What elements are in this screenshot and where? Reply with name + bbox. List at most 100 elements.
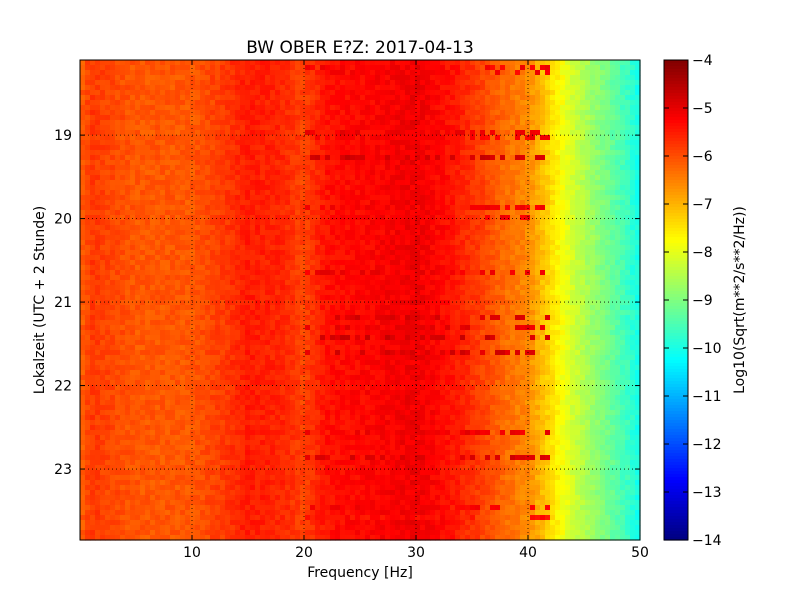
heatmap-cell (575, 120, 581, 126)
heatmap-cell (510, 160, 516, 166)
heatmap-cell (495, 195, 501, 201)
heatmap-cell (135, 240, 141, 246)
heatmap-cell (610, 135, 616, 141)
heatmap-cell (295, 65, 301, 71)
heatmap-cell (490, 165, 496, 171)
heatmap-cell (625, 260, 631, 266)
heatmap-cell (200, 250, 206, 256)
heatmap-cell (190, 275, 196, 281)
heatmap-cell (330, 255, 336, 261)
heatmap-cell (355, 140, 361, 146)
heatmap-cell (315, 280, 321, 286)
heatmap-cell (410, 255, 416, 261)
heatmap-cell (285, 240, 291, 246)
heatmap-cell (610, 115, 616, 121)
heatmap-cell (550, 270, 556, 276)
heatmap-cell (80, 75, 86, 81)
heatmap-cell (305, 250, 311, 256)
heatmap-cell (365, 115, 371, 121)
heatmap-cell (450, 145, 456, 151)
heatmap-cell (155, 270, 161, 276)
heatmap-cell (220, 155, 226, 161)
heatmap-cell (345, 100, 351, 106)
heatmap-cell (195, 90, 201, 96)
heatmap-cell (165, 215, 171, 221)
heatmap-cell (200, 180, 206, 186)
heatmap-cell (570, 190, 576, 196)
heatmap-cell (425, 185, 431, 191)
heatmap-cell (465, 230, 471, 236)
heatmap-cell (490, 185, 496, 191)
heatmap-cell (510, 275, 516, 281)
heatmap-cell (320, 255, 326, 261)
heatmap-cell (395, 190, 401, 196)
heatmap-cell (445, 140, 451, 146)
heatmap-cell (205, 240, 211, 246)
heatmap-cell (550, 245, 556, 251)
heatmap-cell (485, 80, 491, 86)
heatmap-cell (495, 220, 501, 226)
heatmap-cell (605, 135, 611, 141)
heatmap-cell (280, 110, 286, 116)
heatmap-cell (425, 215, 431, 221)
heatmap-cell (520, 80, 526, 86)
heatmap-cell (500, 130, 506, 136)
heatmap-cell (470, 150, 476, 156)
heatmap-cell (515, 200, 521, 206)
heatmap-cell (255, 125, 261, 131)
heatmap-cell (210, 95, 216, 101)
heatmap-cell (365, 255, 371, 261)
heatmap-cell (175, 130, 181, 136)
heatmap-cell (180, 80, 186, 86)
heatmap-cell (155, 75, 161, 81)
heatmap-cell (275, 175, 281, 181)
heatmap-cell (270, 80, 276, 86)
heatmap-cell (295, 120, 301, 126)
heatmap-cell (85, 270, 91, 276)
heatmap-cell (390, 220, 396, 226)
heatmap-cell (480, 145, 486, 151)
heatmap-cell (180, 230, 186, 236)
heatmap-cell (610, 150, 616, 156)
heatmap-cell (610, 215, 616, 221)
heatmap-cell (490, 235, 496, 241)
heatmap-cell (115, 130, 121, 136)
heatmap-cell (300, 265, 306, 271)
heatmap-cell (290, 170, 296, 176)
heatmap-cell (440, 60, 446, 66)
heatmap-cell (210, 160, 216, 166)
heatmap-cell (405, 195, 411, 201)
heatmap-cell (265, 110, 271, 116)
heatmap-cell (580, 200, 586, 206)
heatmap-cell (355, 130, 361, 136)
heatmap-cell (300, 205, 306, 211)
heatmap-cell (330, 120, 336, 126)
heatmap-cell (385, 100, 391, 106)
heatmap-cell (165, 185, 171, 191)
heatmap-cell (430, 150, 436, 156)
heatmap-cell (335, 150, 341, 156)
heatmap-cell (485, 100, 491, 106)
heatmap-cell (575, 235, 581, 241)
heatmap-cell (285, 230, 291, 236)
heatmap-cell (295, 195, 301, 201)
heatmap-cell (175, 230, 181, 236)
heatmap-cell (80, 120, 86, 126)
heatmap-cell (515, 120, 521, 126)
heatmap-cell (135, 220, 141, 226)
heatmap-cell (100, 100, 106, 106)
heatmap-cell (530, 60, 536, 66)
heatmap-cell (170, 70, 176, 76)
heatmap-cell (250, 225, 256, 231)
heatmap-cell (490, 60, 496, 66)
heatmap-cell (635, 215, 641, 221)
heatmap-cell (245, 160, 251, 166)
heatmap-cell (150, 205, 156, 211)
heatmap-cell (80, 275, 86, 281)
heatmap-cell (240, 60, 246, 66)
heatmap-cell (280, 85, 286, 91)
heatmap-cell (330, 170, 336, 176)
heatmap-cell (495, 110, 501, 116)
heatmap-cell (340, 230, 346, 236)
heatmap-cell (385, 210, 391, 216)
